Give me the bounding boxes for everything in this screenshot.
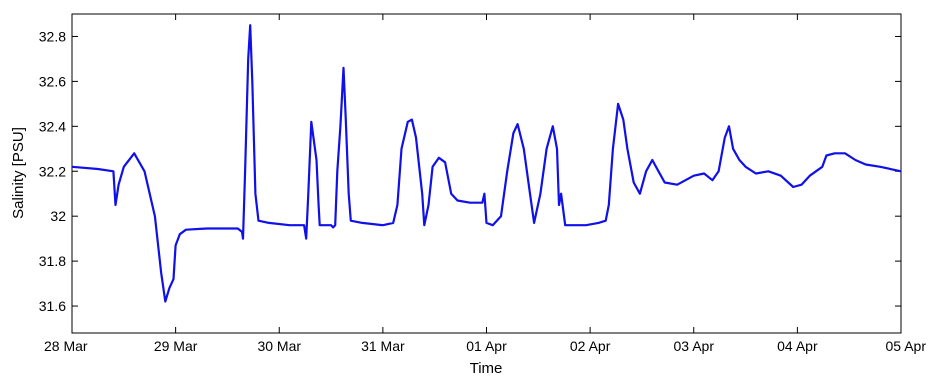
y-axis-title: Salinity [PSU] bbox=[10, 127, 27, 219]
x-axis-ticks: 28 Mar 29 Mar 30 Mar 31 Mar 01 Apr 02 Apr 03 A… bbox=[44, 14, 926, 354]
y-tick-label: 32.4 bbox=[39, 118, 66, 134]
x-tick-label: 05 Apr bbox=[886, 338, 927, 354]
x-tick-label: 30 Mar bbox=[257, 338, 301, 354]
x-axis-title: Time bbox=[470, 360, 503, 377]
x-tick-label: 28 Mar bbox=[44, 338, 88, 354]
y-tick-label: 31.6 bbox=[39, 298, 66, 314]
x-tick-label: 03 Apr bbox=[674, 338, 715, 354]
x-tick-label: 04 Apr bbox=[777, 338, 818, 354]
x-tick-label: 01 Apr bbox=[466, 338, 507, 354]
y-tick-label: 32.2 bbox=[39, 163, 66, 179]
x-tick-label: 29 Mar bbox=[154, 338, 198, 354]
y-tick-label: 31.8 bbox=[39, 253, 66, 269]
x-tick-label: 02 Apr bbox=[570, 338, 611, 354]
x-tick-label: 31 Mar bbox=[361, 338, 405, 354]
y-axis-ticks: 31.6 31.8 32 32.2 32.4 32.6 32.8 bbox=[39, 28, 901, 314]
series-layer bbox=[71, 24, 902, 303]
y-tick-label: 32.6 bbox=[39, 73, 66, 89]
salinity-series-line bbox=[71, 24, 902, 303]
y-tick-label: 32 bbox=[50, 208, 66, 224]
y-tick-label: 32.8 bbox=[39, 28, 66, 44]
